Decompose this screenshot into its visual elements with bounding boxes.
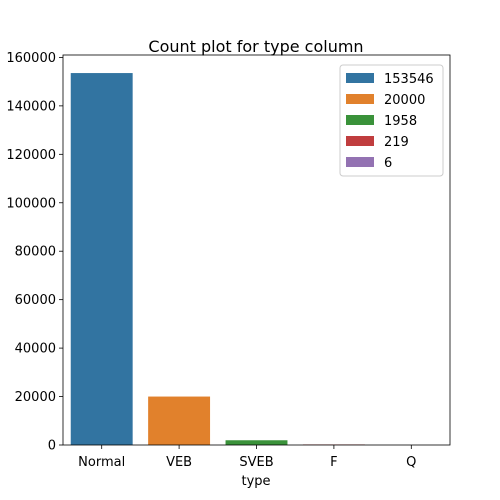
legend-entry: 153546 [384, 72, 434, 87]
legend-entry: 1958 [384, 114, 417, 129]
bar-normal [70, 73, 133, 445]
y-tick-label: 40000 [15, 342, 56, 357]
x-tick-label-sveb: SVEB [239, 455, 273, 470]
legend-swatch [346, 94, 374, 104]
legend-swatch [346, 115, 374, 125]
legend-entry: 219 [384, 135, 409, 150]
legend-entry: 6 [384, 156, 392, 171]
x-tick-label-veb: VEB [166, 455, 192, 470]
x-axis: Normal VEB SVEB F Q [78, 445, 416, 470]
legend-entry: 20000 [384, 93, 425, 108]
y-tick-label: 160000 [6, 51, 56, 66]
y-tick-label: 140000 [6, 99, 56, 114]
legend: 153546 20000 1958 219 6 [339, 64, 444, 177]
x-axis-label: type [241, 474, 270, 489]
bar-veb [148, 396, 211, 445]
x-tick-label-f: F [330, 455, 337, 470]
y-tick-label: 120000 [6, 148, 56, 163]
y-axis: 0 20000 40000 60000 80000 100000 120000 140000 1… [6, 51, 63, 454]
y-tick-label: 20000 [15, 390, 56, 405]
bar-sveb [225, 440, 288, 445]
bars-group [70, 73, 443, 445]
plot-frame [62, 54, 451, 446]
legend-swatch [346, 73, 374, 83]
y-tick-label: 60000 [15, 293, 56, 308]
x-tick-label-normal: Normal [78, 455, 125, 470]
y-tick-label: 0 [48, 439, 56, 454]
legend-swatch [346, 136, 374, 146]
legend-box [339, 64, 444, 177]
y-tick-label: 80000 [15, 245, 56, 260]
x-tick-label-q: Q [406, 455, 416, 470]
legend-swatch [346, 157, 374, 167]
chart-title: Count plot for type column [148, 37, 363, 56]
y-tick-label: 100000 [6, 196, 56, 211]
